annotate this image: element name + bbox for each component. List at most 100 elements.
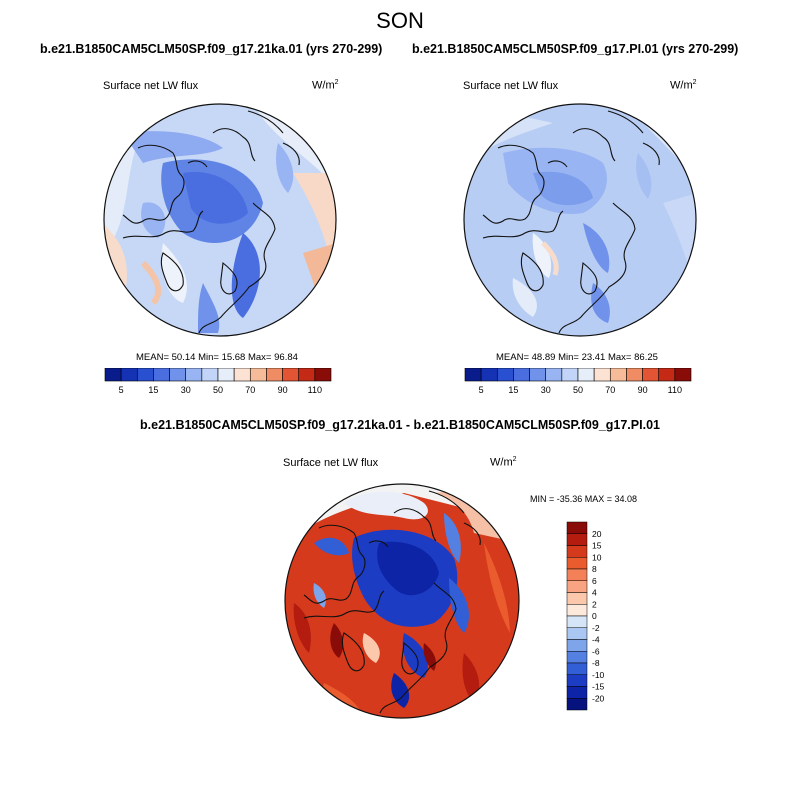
left-colorbar-box	[249, 368, 267, 382]
left-colorbar-tick-label: 50	[213, 385, 223, 395]
right-colorbar-box	[496, 368, 514, 382]
diff-colorbar-tick-label: -2	[592, 623, 600, 633]
left-max-label: Max=	[247, 352, 272, 363]
right-colorbar-box	[593, 368, 611, 382]
right-colorbar-box	[529, 368, 547, 382]
left-colorbar-tick-label: 5	[119, 385, 124, 395]
left-colorbar-box	[185, 368, 203, 382]
diff-colorbar-box	[566, 686, 588, 699]
right-colorbar-box	[480, 368, 498, 382]
right-colorbar-tick-label: 50	[573, 385, 583, 395]
left-mean-value: 50.14	[171, 352, 196, 363]
left-colorbar-box	[136, 368, 154, 382]
diff-colorbar-tick-label: -8	[592, 658, 600, 668]
diff-colorbar-box	[566, 592, 588, 605]
right-colorbar-box	[642, 368, 660, 382]
diff-colorbar-tick-label: 8	[592, 564, 597, 574]
left-case-title: b.e21.B1850CAM5CLM50SP.f09_g17.21ka.01 (…	[40, 42, 383, 56]
right-colorbar-tick-label: 70	[605, 385, 615, 395]
diff-colorbar-box	[566, 662, 588, 675]
right-colorbar-tick-label: 30	[541, 385, 551, 395]
left-polar-map	[103, 103, 337, 337]
left-min-value: 15.68	[221, 352, 246, 363]
right-stats-line: MEAN= 48.89 Min= 23.41 Max= 86.25	[496, 352, 658, 363]
right-mean-value: 48.89	[531, 352, 556, 363]
right-min-value: 23.41	[581, 352, 606, 363]
right-colorbar-box	[658, 368, 676, 382]
left-colorbar-box	[233, 368, 251, 382]
diff-colorbar-tick-label: 20	[592, 529, 602, 539]
right-colorbar: 51530507090110130	[464, 368, 700, 395]
diff-colorbar-box	[566, 557, 588, 570]
diff-colorbar-box	[566, 627, 588, 640]
left-colorbar-box	[266, 368, 283, 382]
right-max-label: Max=	[607, 352, 632, 363]
diff-colorbar-box	[566, 639, 588, 652]
left-colorbar-box	[153, 368, 170, 382]
left-stats-line: MEAN= 50.14 Min= 15.68 Max= 96.84	[136, 352, 298, 363]
diff-title: b.e21.B1850CAM5CLM50SP.f09_g17.21ka.01 -…	[140, 418, 660, 432]
diff-colorbar-tick-label: 4	[592, 588, 597, 598]
left-colorbar-tick-label: 90	[278, 385, 288, 395]
right-colorbar-box	[609, 368, 627, 382]
left-colorbar: 51530507090110130	[104, 368, 340, 395]
left-colorbar-box	[104, 368, 122, 382]
left-colorbar-box	[201, 368, 219, 382]
left-colorbar-box	[282, 368, 300, 382]
diff-colorbar-tick-label: 6	[592, 576, 597, 586]
diff-colorbar-tick-label: -20	[592, 693, 605, 703]
diff-colorbar-tick-label: -4	[592, 635, 600, 645]
right-variable-label: Surface net LW flux	[463, 80, 559, 92]
right-min-label: Min=	[558, 352, 579, 363]
left-colorbar-tick-label: 30	[181, 385, 191, 395]
diff-colorbar-box	[566, 615, 588, 628]
diff-colorbar-tick-label: 15	[592, 541, 602, 551]
diff-colorbar-box	[566, 521, 588, 534]
left-colorbar-box	[314, 368, 332, 382]
left-units-label: W/m2	[312, 79, 339, 92]
page-title: SON	[376, 8, 424, 33]
diff-minmax-label: MIN = -35.36 MAX = 34.08	[530, 494, 638, 504]
right-mean-label: MEAN=	[496, 352, 529, 363]
left-mean-label: MEAN=	[136, 352, 169, 363]
left-colorbar-tick-label: 110	[308, 385, 322, 395]
diff-colorbar-box	[566, 651, 588, 664]
diff-colorbar-tick-label: 0	[592, 611, 597, 621]
diff-colorbar-tick-label: -10	[592, 670, 605, 680]
right-colorbar-box	[674, 368, 692, 382]
right-colorbar-box	[626, 368, 643, 382]
right-units-label: W/m2	[670, 79, 697, 92]
diff-colorbar-box	[566, 698, 588, 711]
left-colorbar-tick-label: 15	[148, 385, 158, 395]
right-colorbar-box	[561, 368, 579, 382]
diff-polar-map	[284, 483, 520, 719]
diff-colorbar-box	[566, 674, 588, 687]
left-colorbar-box	[217, 368, 235, 382]
diff-colorbar-box	[566, 533, 588, 546]
left-colorbar-box	[120, 368, 138, 382]
diff-variable-label: Surface net LW flux	[283, 457, 379, 469]
diff-colorbar-tick-label: -15	[592, 682, 605, 692]
left-colorbar-tick-label: 70	[245, 385, 255, 395]
left-colorbar-box	[169, 368, 187, 382]
left-colorbar-box	[298, 368, 316, 382]
left-min-label: Min=	[198, 352, 219, 363]
right-colorbar-box	[545, 368, 563, 382]
right-polar-map	[463, 103, 697, 337]
diff-colorbar-tick-label: 10	[592, 552, 602, 562]
right-colorbar-box	[577, 368, 595, 382]
right-colorbar-tick-label: 15	[508, 385, 518, 395]
diff-colorbar-box	[566, 568, 588, 581]
diff-colorbar-tick-label: -6	[592, 646, 600, 656]
diff-units-label: W/m2	[490, 456, 517, 469]
left-max-value: 96.84	[274, 352, 298, 363]
diff-colorbar-box	[566, 604, 588, 617]
diff-colorbar-tick-label: 2	[592, 599, 597, 609]
right-max-value: 86.25	[634, 352, 658, 363]
right-colorbar-tick-label: 90	[638, 385, 648, 395]
diff-colorbar-box	[566, 580, 588, 593]
right-colorbar-box	[464, 368, 482, 382]
right-case-title: b.e21.B1850CAM5CLM50SP.f09_g17.PI.01 (yr…	[412, 42, 739, 56]
left-variable-label: Surface net LW flux	[103, 80, 199, 92]
